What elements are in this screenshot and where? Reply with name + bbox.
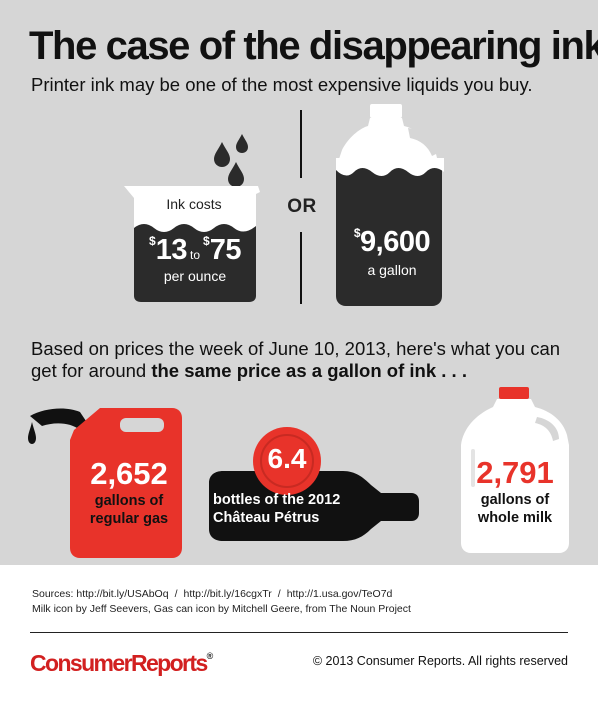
logo-text: ConsumerReports	[30, 650, 208, 676]
sources-line: Sources: http://bit.ly/USAbOq / http://bit…	[32, 588, 392, 600]
page-subtitle: Printer ink may be one of the most expen…	[31, 74, 533, 95]
ink-drops-icon	[124, 134, 260, 302]
wine-bottle-icon	[209, 427, 419, 541]
page-title: The case of the disappearing ink	[29, 24, 598, 68]
divider-top	[300, 110, 302, 178]
gas-value: 2,652	[90, 456, 168, 491]
source-link-2[interactable]: http://bit.ly/16cgxTr	[183, 588, 272, 600]
milk-label-line2: whole milk	[477, 510, 553, 526]
milk-label-line1: gallons of	[480, 492, 550, 508]
gas-label: gallons of regular gas	[62, 492, 196, 528]
ink-high-currency: $	[203, 234, 210, 248]
wine-value: 6.4	[267, 443, 307, 474]
jug-icon	[336, 104, 444, 306]
footer-divider	[30, 632, 568, 633]
wine-label-line2: Château Pétrus	[213, 510, 320, 526]
ink-price-to: to	[189, 248, 200, 262]
ink-low-price: 13	[155, 234, 188, 266]
ink-high-price: 75	[209, 234, 242, 266]
comparison-intro-emphasis: the same price as a gallon of ink . . .	[151, 360, 467, 381]
source-link-3[interactable]: http://1.usa.gov/TeO7d	[286, 588, 393, 600]
copyright-notice: © 2013 Consumer Reports. All rights rese…	[312, 654, 568, 668]
ink-price-unit: per ounce	[163, 268, 227, 284]
milk-value: 2,791	[476, 455, 554, 490]
gallon-currency: $	[353, 226, 361, 240]
milk-jug-graphic: 2,791 gallons of whole milk	[455, 385, 575, 555]
gas-can-graphic: 2,652 gallons of regular gas	[22, 400, 202, 560]
logo-registered-mark: ®	[206, 651, 214, 661]
comparison-intro-text: Based on prices the week of June 10, 201…	[31, 338, 561, 381]
milk-label: gallons of whole milk	[461, 491, 569, 527]
wine-bottle-graphic: 6.4 bottles of the 2012 Château Pétrus	[205, 415, 425, 545]
gallon-price: $9,600	[338, 226, 446, 259]
gallon-price-value: 9,600	[360, 226, 431, 258]
comparison-intro: Based on prices the week of June 10, 201…	[31, 338, 576, 382]
gas-can-icon	[28, 408, 182, 558]
divider-bottom	[300, 232, 302, 304]
gas-label-line1: gallons of	[94, 493, 164, 509]
ink-price-range: $13 to$75	[134, 234, 256, 267]
milk-jug-icon	[461, 387, 569, 553]
gas-label-line2: regular gas	[89, 511, 169, 527]
wine-label: bottles of the 2012 Château Pétrus	[213, 491, 393, 527]
ink-low-currency: $	[149, 234, 156, 248]
ink-beaker-graphic: Ink costs $13 to$75 per ounce	[120, 118, 270, 308]
source-link-1[interactable]: Sources: http://bit.ly/USAbOq	[32, 588, 169, 600]
wine-label-line1: bottles of the 2012	[213, 492, 341, 508]
source-separator-2: /	[277, 588, 281, 600]
consumer-reports-logo: ConsumerReports®	[30, 650, 214, 677]
ink-cost-caption: Ink costs	[166, 196, 222, 212]
ink-jug-graphic: $9,600 a gallon	[320, 100, 460, 310]
gallon-unit: a gallon	[367, 262, 417, 278]
or-label: OR	[287, 196, 317, 217]
icon-credits: Milk icon by Jeff Seevers, Gas can icon …	[32, 603, 411, 615]
source-separator-1: /	[174, 588, 178, 600]
infographic-panel: The case of the disappearing ink Printer…	[0, 0, 598, 565]
